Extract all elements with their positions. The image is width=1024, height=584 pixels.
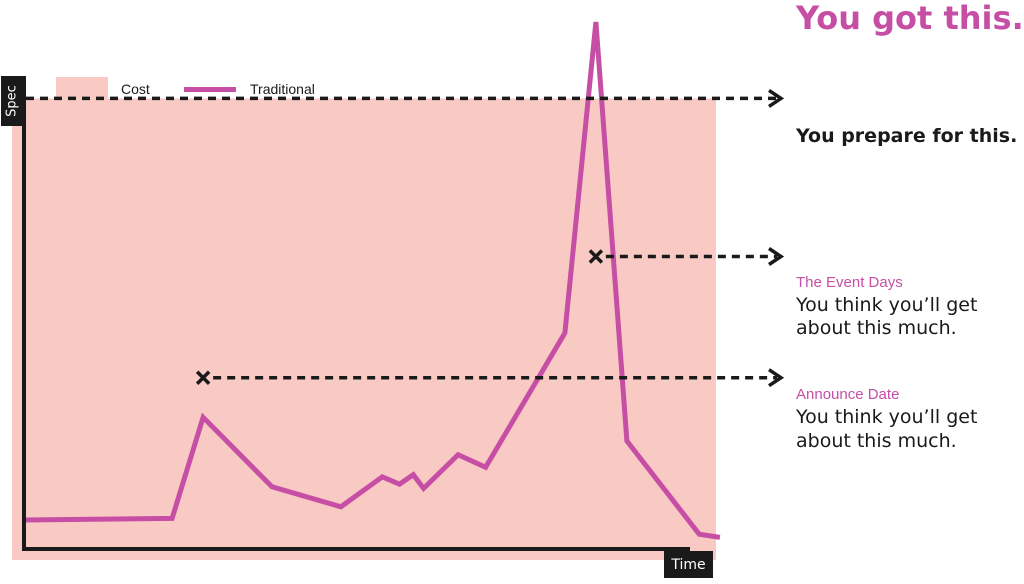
y-axis-label-box — [1, 76, 23, 126]
annotation-announce-line1: You think you’ll get — [795, 406, 977, 428]
event-days-arrow-head — [768, 247, 785, 266]
announce-date-marker — [195, 370, 211, 385]
prepare-arrow-head — [768, 88, 785, 108]
y-axis-label: Spec — [1, 76, 23, 126]
legend-traditional-label: Traditional — [250, 81, 315, 97]
annotation-announce-caption: Announce Date — [796, 386, 899, 403]
announce-date-arrow-head — [768, 368, 785, 388]
event-days-marker — [588, 249, 604, 264]
annotation-peak-title: You got this. — [795, 0, 1024, 37]
annotation-prepare-title: You prepare for this. — [795, 125, 1017, 147]
marker-layer — [26, 88, 785, 388]
annotation-event-line2: about this much. — [796, 317, 957, 339]
legend-cost-label: Cost — [121, 81, 150, 97]
y-axis-label-text: Spec — [5, 85, 20, 117]
x-axis-label-text: Time — [670, 557, 705, 573]
annotation-event-caption: The Event Days — [796, 274, 903, 291]
annotation-event-line1: You think you’ll get — [795, 294, 977, 316]
x-axis-label-box — [664, 551, 713, 578]
traditional-series-line — [23, 21, 721, 540]
x-axis-label: Time — [664, 551, 713, 578]
cost-area — [12, 98, 716, 560]
annotation-announce-line2: about this much. — [796, 430, 957, 452]
